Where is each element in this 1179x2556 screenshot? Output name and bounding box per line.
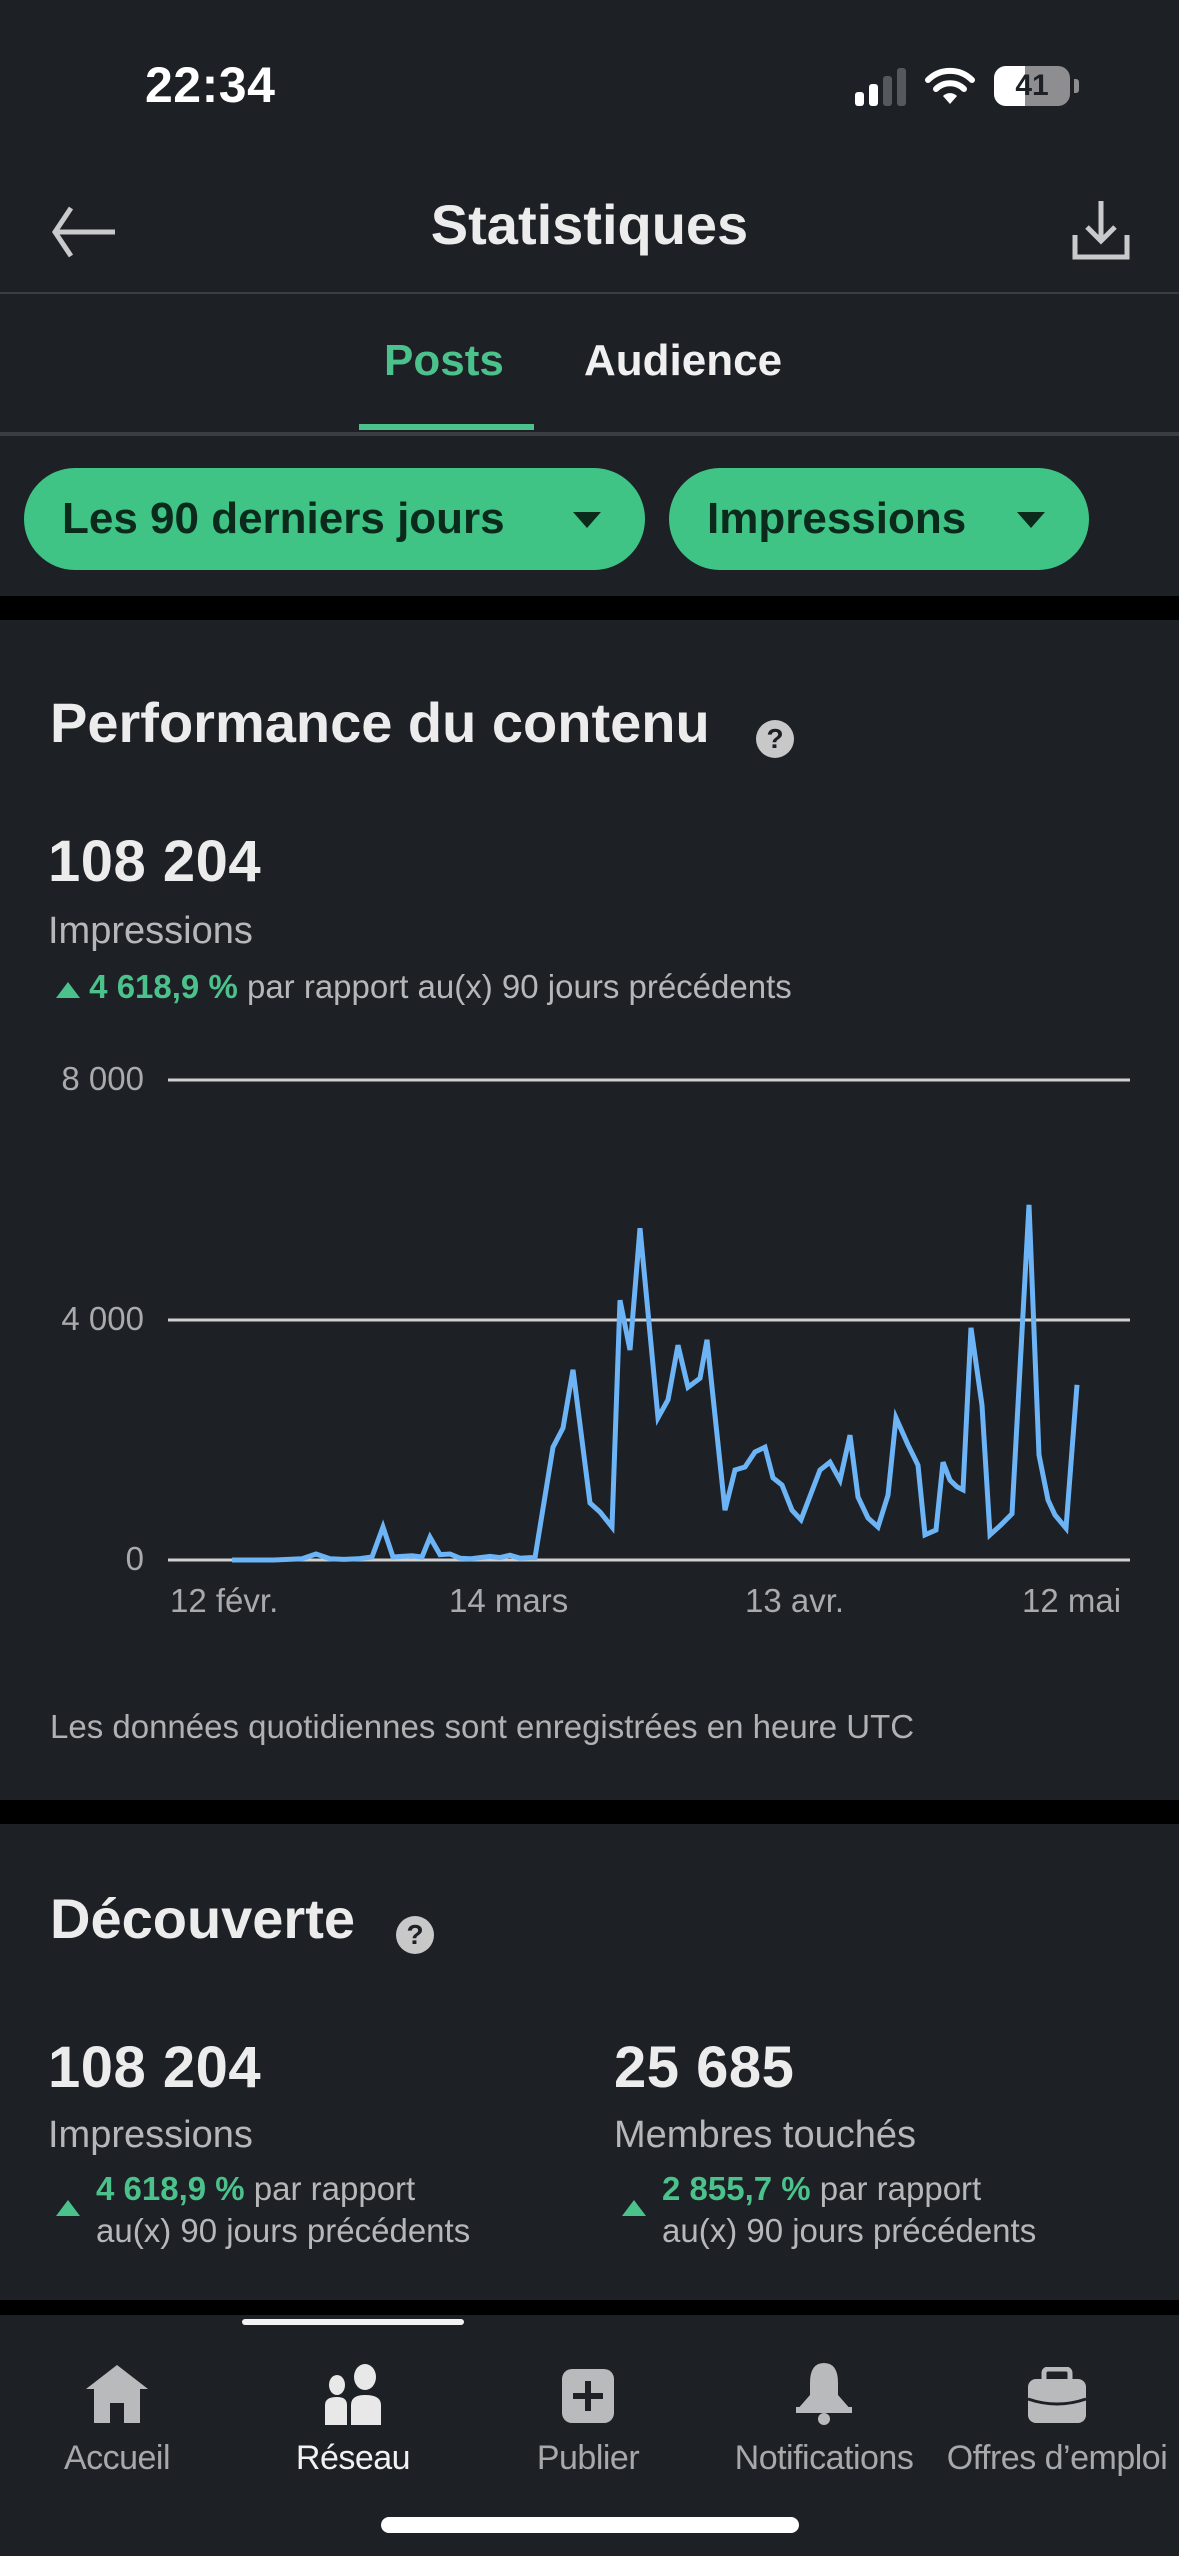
utc-note: Les données quotidiennes sont enregistré… <box>50 1708 915 1745</box>
x-tick-label: 14 mars <box>449 1582 569 1619</box>
impressions-line-chart[interactable] <box>0 620 1179 1800</box>
section-divider <box>0 2300 1179 2318</box>
nav-notifications[interactable]: Notifications <box>709 2335 939 2478</box>
delta-comparison: au(x) 90 jours précédents <box>662 2212 1037 2249</box>
nav-post[interactable]: Publier <box>473 2335 703 2478</box>
tab-audience[interactable]: Audience <box>584 336 783 385</box>
download-button[interactable] <box>1063 192 1139 268</box>
briefcase-icon <box>1027 2367 1087 2423</box>
metric-label: Impressions <box>48 910 253 952</box>
delta-percent: 4 618,9 % <box>89 968 238 1005</box>
nav-jobs[interactable]: Offres d’emploi <box>942 2335 1172 2478</box>
trend-up-icon <box>56 982 80 998</box>
battery-icon: 41 <box>994 66 1070 106</box>
cellular-signal-icon <box>855 66 906 106</box>
filter-bar: Les 90 derniers jours Impressions <box>0 440 1179 596</box>
trend-up-icon <box>622 2200 646 2216</box>
nav-network[interactable]: Réseau <box>238 2335 468 2478</box>
impressions-value: 108 204 <box>48 2035 262 2100</box>
delta-comparison: par rapport <box>819 2170 982 2207</box>
metric-value: Impressions <box>707 494 967 543</box>
nav-label: Notifications <box>734 2439 914 2477</box>
discovery-card: Découverte ? 108 204 Impressions 4 618,9… <box>0 1824 1179 2300</box>
x-tick-label: 12 févr. <box>170 1582 279 1619</box>
tab-bar: Posts Audience <box>0 296 1179 436</box>
wifi-icon <box>925 67 975 104</box>
x-tick-label: 13 avr. <box>745 1582 845 1619</box>
content-performance-card: Performance du contenu ? 108 204 Impress… <box>0 620 1179 1800</box>
impressions-series-line <box>232 1204 1080 1563</box>
y-tick-label: 8 000 <box>61 1060 144 1097</box>
nav-home[interactable]: Accueil <box>2 2335 232 2478</box>
caret-down-icon <box>573 512 601 528</box>
y-tick-label: 0 <box>125 1540 144 1577</box>
delta-comparison: par rapport au(x) 90 jours précédents <box>246 968 792 1005</box>
nav-label: Réseau <box>295 2439 411 2477</box>
members-delta: 2 855,7 % par rapport au(x) 90 jours pré… <box>662 2168 1036 2252</box>
active-tab-indicator <box>359 424 534 430</box>
active-nav-indicator <box>242 2319 464 2325</box>
caret-down-icon <box>1017 512 1045 528</box>
delta-percent: 2 855,7 % <box>662 2170 811 2207</box>
delta-comparison: par rapport <box>253 2170 416 2207</box>
impressions-label: Impressions <box>48 2114 253 2156</box>
section-title: Découverte <box>50 1887 356 1950</box>
battery-level: 41 <box>1015 69 1049 102</box>
help-icon[interactable]: ? <box>396 1916 434 1954</box>
home-icon <box>86 2365 148 2423</box>
home-indicator[interactable] <box>381 2517 799 2533</box>
help-icon[interactable]: ? <box>756 720 794 758</box>
members-reached-label: Membres touchés <box>614 2114 917 2156</box>
download-icon <box>1072 201 1130 260</box>
nav-label: Offres d’emploi <box>946 2439 1168 2477</box>
arrow-left-icon <box>51 206 115 258</box>
delta-text: 4 618,9 % par rapport au(x) 90 jours pré… <box>56 966 792 1008</box>
bell-icon <box>796 2363 852 2425</box>
nav-label: Accueil <box>63 2439 171 2477</box>
status-time: 22:34 <box>145 57 276 113</box>
total-impressions-value: 108 204 <box>48 829 262 894</box>
tab-posts[interactable]: Posts <box>384 336 504 385</box>
members-reached-value: 25 685 <box>614 2035 795 2100</box>
section-title: Performance du contenu <box>50 691 710 754</box>
app-header: Statistiques <box>0 170 1179 294</box>
trend-up-icon <box>56 2200 80 2216</box>
date-range-dropdown[interactable]: Les 90 derniers jours <box>24 468 645 570</box>
section-divider <box>0 596 1179 620</box>
post-plus-icon <box>562 2369 614 2423</box>
back-button[interactable] <box>46 194 122 270</box>
delta-percent: 4 618,9 % <box>96 2170 245 2207</box>
metric-dropdown[interactable]: Impressions <box>669 468 1089 570</box>
section-divider <box>0 1800 1179 1824</box>
status-bar: 22:34 41 <box>0 0 1179 170</box>
date-range-value: Les 90 derniers jours <box>62 494 505 543</box>
bottom-navigation: Accueil Réseau Publier <box>0 2315 1179 2556</box>
y-tick-label: 4 000 <box>61 1300 144 1337</box>
impressions-delta: 4 618,9 % par rapport au(x) 90 jours pré… <box>96 2168 470 2252</box>
battery-tip <box>1074 79 1079 93</box>
status-icons: 41 <box>855 66 1079 106</box>
network-icon <box>325 2364 381 2425</box>
x-tick-label: 12 mai <box>1022 1582 1122 1619</box>
page-title: Statistiques <box>430 193 749 256</box>
delta-comparison: au(x) 90 jours précédents <box>96 2212 471 2249</box>
nav-label: Publier <box>536 2439 640 2477</box>
